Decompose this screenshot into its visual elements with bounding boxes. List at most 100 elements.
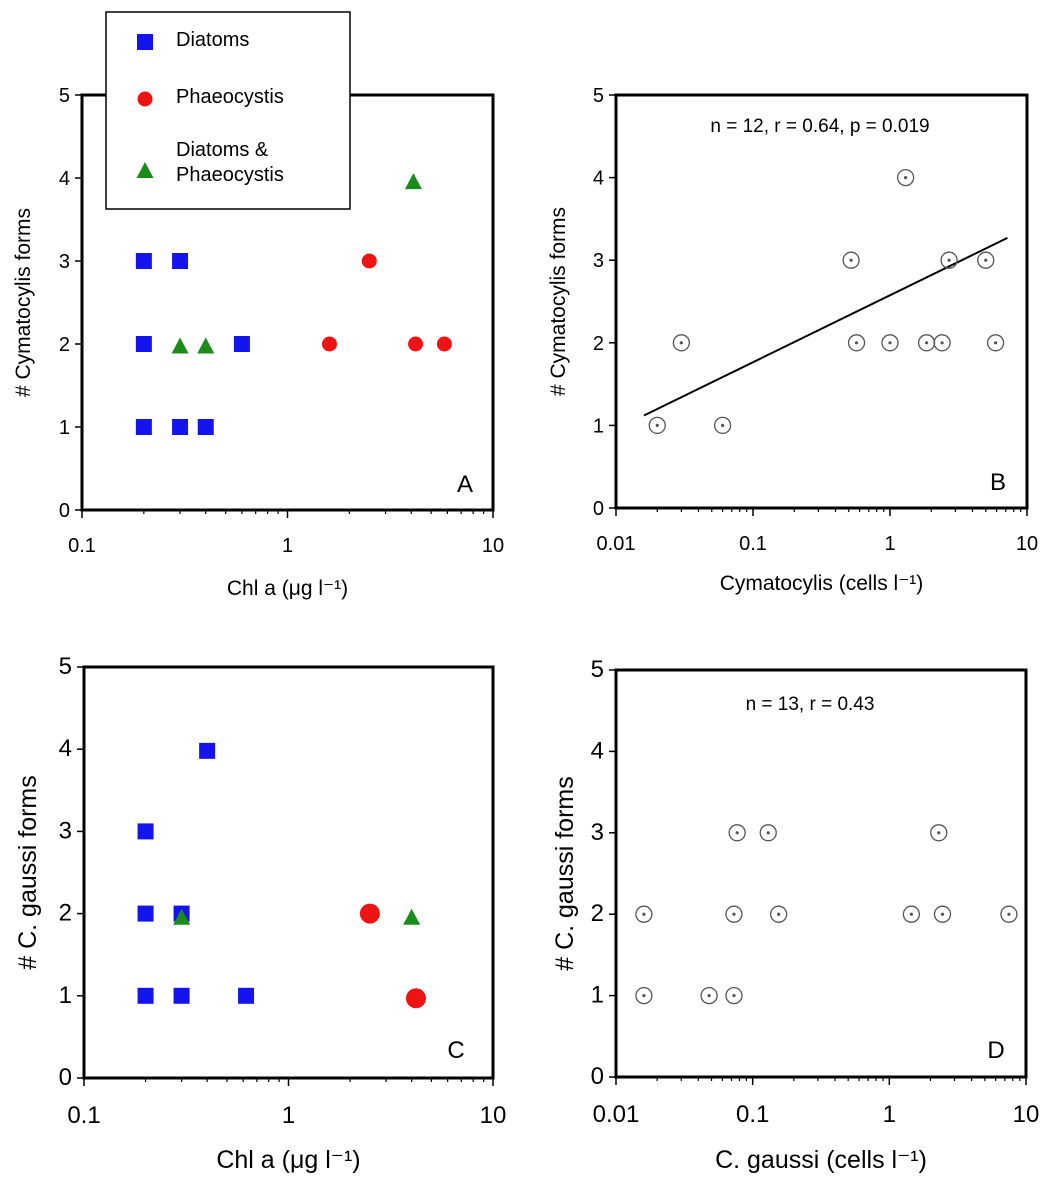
point-ring xyxy=(648,416,666,435)
data-point xyxy=(199,742,216,759)
data-point xyxy=(635,986,653,1005)
x-tick-label: 10 xyxy=(480,1102,507,1129)
data-point xyxy=(172,419,189,435)
data-point xyxy=(1000,905,1018,923)
x-tick-label: 0.01 xyxy=(593,1101,640,1128)
data-point xyxy=(725,986,743,1005)
y-axis-label: # Cymatocylis forms xyxy=(547,207,570,396)
data-point xyxy=(713,416,732,435)
point-dot xyxy=(940,912,945,916)
y-axis-label: # Cymatocylis forms xyxy=(12,208,35,397)
panel-c: 0 1 2 3 4 5 0.1 1 10 Chl a (μg l⁻¹) # C. gaussi fo… xyxy=(14,653,506,1174)
legend-label: Diatoms xyxy=(176,29,249,51)
data-point xyxy=(648,416,666,435)
data-point xyxy=(171,337,189,354)
y-tick-label: 1 xyxy=(591,982,604,1009)
point-dot xyxy=(994,341,998,345)
y-tick-label: 3 xyxy=(59,817,72,844)
y-tick-label: 4 xyxy=(591,737,604,764)
x-tick-label: 1 xyxy=(883,1101,896,1128)
point-ring xyxy=(770,905,788,923)
data-point xyxy=(135,336,152,352)
x-axis-label: C. gaussi (cells l⁻¹) xyxy=(715,1146,927,1174)
y-tick-label: 3 xyxy=(591,819,604,846)
plot-frame xyxy=(614,668,1028,1079)
legend-label: Phaeocystis xyxy=(176,164,284,186)
panel-letter: B xyxy=(990,469,1006,496)
series-diatoms-phaeocystis xyxy=(171,173,422,354)
point-ring xyxy=(725,905,743,923)
data-point xyxy=(172,253,189,269)
point-dot xyxy=(925,341,929,345)
data-point xyxy=(700,986,718,1005)
series-phaeocystis xyxy=(359,903,426,1009)
point-dot xyxy=(947,258,951,262)
y-tick-label: 0 xyxy=(59,1064,72,1091)
point-dot xyxy=(940,341,944,345)
y-tick-label: 1 xyxy=(59,982,72,1009)
data-point xyxy=(635,905,653,923)
point-ring xyxy=(933,905,952,923)
point-dot xyxy=(937,831,941,835)
data-point xyxy=(933,905,952,923)
y-tick-label: 2 xyxy=(593,333,604,355)
panel-letter: C xyxy=(447,1037,464,1064)
point-ring xyxy=(725,986,743,1005)
legend-label: Diatoms & xyxy=(176,139,269,161)
point-dot xyxy=(1007,912,1011,916)
y-tick-label: 3 xyxy=(59,251,70,273)
point-dot xyxy=(655,423,659,427)
data-point xyxy=(986,334,1005,352)
point-ring xyxy=(1000,905,1018,923)
x-tick-label: 1 xyxy=(282,535,293,557)
series-diatoms xyxy=(135,253,250,435)
y-tick-label: 1 xyxy=(59,417,70,439)
data-point xyxy=(977,251,995,269)
legend-item: Phaeocystis xyxy=(137,86,284,108)
point-dot xyxy=(721,423,725,427)
y-tick-label: 0 xyxy=(593,498,604,520)
point-ring xyxy=(896,168,915,187)
data-point xyxy=(917,334,936,352)
point-dot xyxy=(904,176,908,180)
series-points xyxy=(648,168,1005,435)
point-ring xyxy=(842,251,860,269)
stat-annotation: n = 13, r = 0.43 xyxy=(746,694,875,715)
y-tick-label: 2 xyxy=(591,900,604,927)
point-dot xyxy=(909,912,913,916)
point-ring xyxy=(902,905,921,923)
y-tick-label: 5 xyxy=(59,653,72,680)
point-dot xyxy=(854,341,859,345)
point-dot xyxy=(984,258,988,262)
x-axis-label: Chl a (μg l⁻¹) xyxy=(216,1146,360,1174)
legend-marker xyxy=(136,162,154,178)
point-ring xyxy=(713,416,732,435)
data-point xyxy=(137,987,154,1004)
data-point xyxy=(930,824,948,842)
point-ring xyxy=(759,824,777,842)
point-ring xyxy=(930,824,948,842)
y-tick-label: 5 xyxy=(593,85,604,107)
data-point xyxy=(321,336,337,352)
y-tick-label: 2 xyxy=(59,900,72,927)
data-point xyxy=(842,251,860,269)
point-dot xyxy=(732,912,736,916)
point-ring xyxy=(700,986,718,1005)
data-point xyxy=(233,336,250,352)
data-point xyxy=(672,334,691,352)
data-point xyxy=(359,903,380,924)
data-point xyxy=(173,908,191,925)
data-point xyxy=(135,253,152,269)
point-ring xyxy=(881,334,899,352)
data-point xyxy=(404,173,422,190)
point-dot xyxy=(642,994,646,998)
point-dot xyxy=(679,341,683,345)
x-tick-label: 1 xyxy=(884,533,895,555)
regression-line xyxy=(643,236,1008,417)
y-tick-label: 4 xyxy=(593,168,604,190)
point-ring xyxy=(986,334,1005,352)
legend-item: Diatoms xyxy=(137,29,249,51)
y-tick-label: 4 xyxy=(59,168,70,190)
point-dot xyxy=(888,341,892,345)
data-point xyxy=(137,905,154,922)
